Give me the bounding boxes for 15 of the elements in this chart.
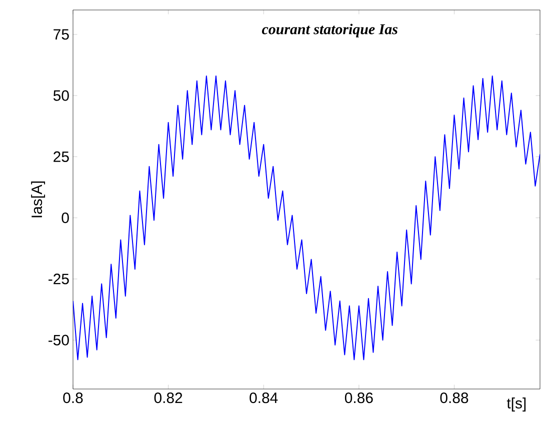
line-series	[73, 76, 540, 360]
y-tick-label: -50	[48, 334, 69, 346]
x-tick-label: 0.86	[344, 392, 373, 404]
x-tick-label: 0.84	[250, 392, 278, 404]
x-axis-title: t[s]	[506, 398, 526, 412]
y-axis-title: Ias[A]	[31, 181, 46, 218]
y-tick-label: 50	[53, 90, 69, 101]
y-tick-label: 25	[54, 151, 69, 162]
text: courant statorique Ias	[262, 24, 398, 38]
y-tick-label: 0	[62, 212, 69, 224]
y-tick-label: 75	[54, 29, 69, 40]
x-tick-label: 0.8	[63, 392, 83, 404]
x-tick-label: 0.82	[154, 392, 182, 404]
y-tick-label: -25	[48, 274, 69, 284]
x-tick-label: 0.88	[440, 392, 468, 404]
